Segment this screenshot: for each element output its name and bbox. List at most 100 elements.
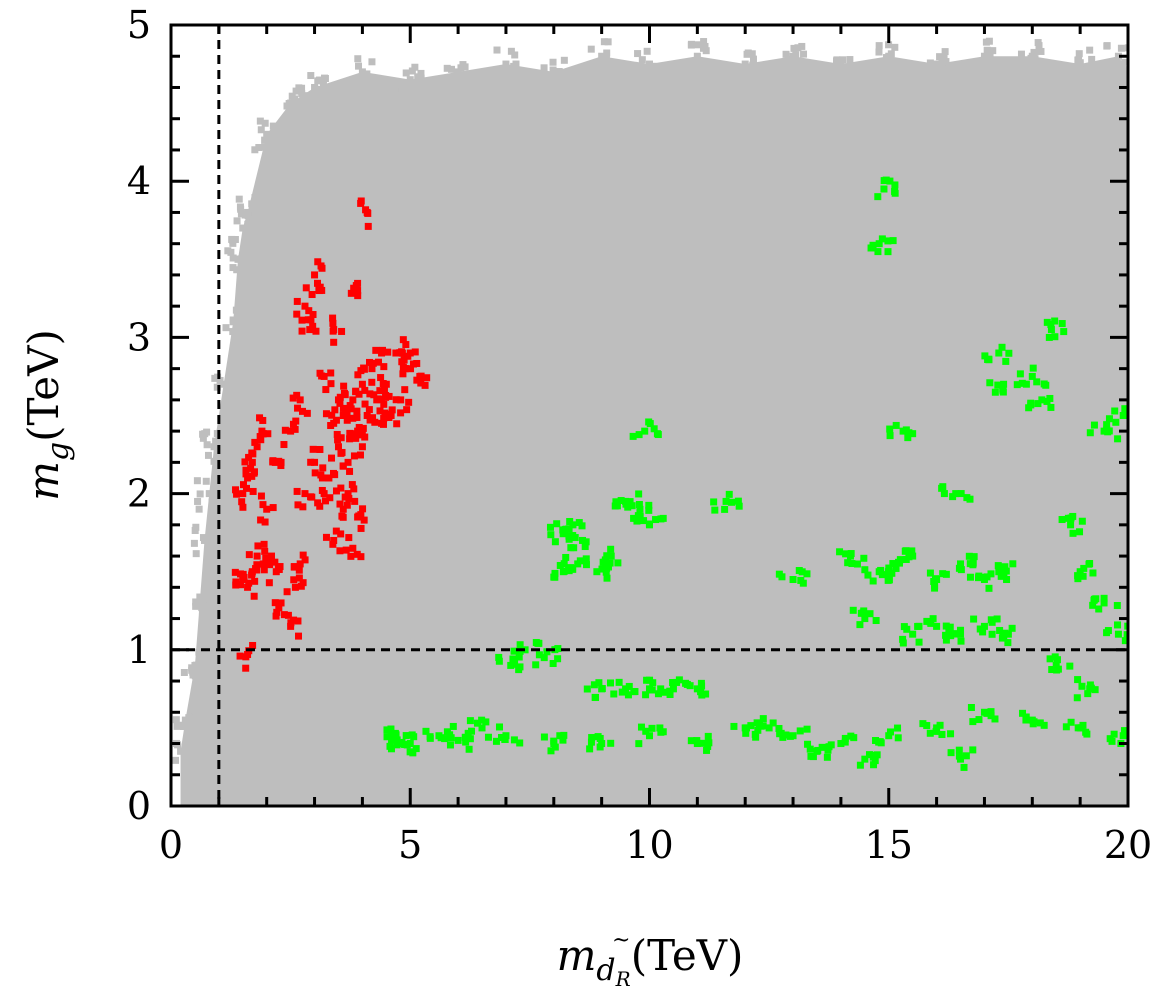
data-point (181, 748, 189, 756)
data-point (322, 533, 330, 541)
data-point (1062, 723, 1070, 731)
data-point (290, 563, 298, 571)
x-axis-subscript: d (596, 953, 615, 988)
data-point (1074, 676, 1082, 684)
data-point (874, 248, 882, 256)
data-point (1103, 426, 1111, 434)
data-point (927, 619, 935, 627)
x-tick-label: 20 (1104, 823, 1152, 867)
data-point (210, 524, 218, 532)
data-point (741, 60, 749, 68)
data-point (1001, 629, 1009, 637)
data-point (904, 434, 912, 442)
data-point (891, 43, 899, 51)
data-point (944, 67, 952, 75)
data-point (275, 604, 283, 612)
data-point (549, 660, 557, 668)
data-point (900, 623, 908, 631)
data-point (346, 467, 354, 475)
data-point (642, 691, 650, 699)
data-point (626, 498, 634, 506)
data-point (551, 538, 559, 546)
data-point (290, 576, 298, 584)
data-point (634, 50, 642, 58)
data-point (204, 548, 212, 556)
data-point (1076, 568, 1084, 576)
data-point (466, 717, 474, 725)
data-point (265, 579, 273, 587)
data-point (966, 573, 974, 581)
data-point (650, 425, 658, 433)
data-point (588, 734, 596, 742)
data-point (1040, 721, 1048, 729)
data-point (981, 352, 989, 360)
data-point (277, 599, 285, 607)
data-point (405, 398, 413, 406)
data-point (1060, 328, 1068, 336)
data-point (242, 470, 250, 478)
data-point (1128, 815, 1135, 822)
data-point (1121, 58, 1128, 66)
data-point (353, 407, 361, 415)
data-point (192, 661, 200, 669)
red-points (231, 197, 431, 672)
data-point (320, 74, 328, 82)
data-point (293, 297, 301, 305)
data-point (493, 46, 501, 54)
data-point (314, 77, 322, 85)
data-point (301, 556, 309, 564)
data-point (886, 432, 894, 440)
data-point (660, 688, 668, 696)
data-point (289, 394, 297, 402)
data-point (229, 328, 237, 336)
data-point (648, 686, 656, 694)
data-point (955, 752, 963, 760)
data-point (411, 63, 419, 71)
data-point (750, 71, 758, 79)
data-point (280, 611, 288, 619)
data-point (334, 436, 342, 444)
data-point (784, 60, 792, 68)
data-point (659, 728, 667, 736)
data-point (346, 429, 354, 437)
data-point (643, 47, 651, 55)
data-point (549, 76, 557, 84)
data-point (210, 443, 218, 451)
data-point (379, 380, 387, 388)
data-point (946, 623, 954, 631)
data-point (401, 365, 409, 373)
data-point (1028, 372, 1036, 380)
x-axis-symbol: m (557, 931, 597, 980)
data-point (1131, 63, 1138, 70)
data-point (484, 733, 492, 741)
data-point (304, 92, 312, 100)
data-point (192, 598, 200, 606)
data-point (1031, 55, 1039, 63)
data-point (847, 732, 855, 740)
data-point (562, 553, 570, 561)
data-point (549, 58, 557, 66)
data-point (549, 66, 557, 74)
data-point (876, 62, 884, 70)
data-point (1040, 380, 1048, 388)
data-point (231, 568, 239, 576)
data-point (923, 66, 931, 74)
grey-points (171, 37, 1138, 822)
data-point (448, 77, 456, 85)
data-point (340, 382, 348, 390)
data-point (747, 722, 755, 730)
data-point (657, 685, 665, 693)
data-point (412, 87, 420, 95)
data-point (598, 685, 606, 693)
data-point (392, 349, 400, 357)
data-point (339, 404, 347, 412)
data-point (215, 436, 223, 444)
data-point (637, 723, 645, 731)
data-point (607, 552, 615, 560)
data-point (979, 573, 987, 581)
data-point (1037, 47, 1045, 55)
data-point (636, 505, 644, 513)
data-point (1054, 665, 1062, 673)
data-point (380, 385, 388, 393)
data-point (923, 617, 931, 625)
